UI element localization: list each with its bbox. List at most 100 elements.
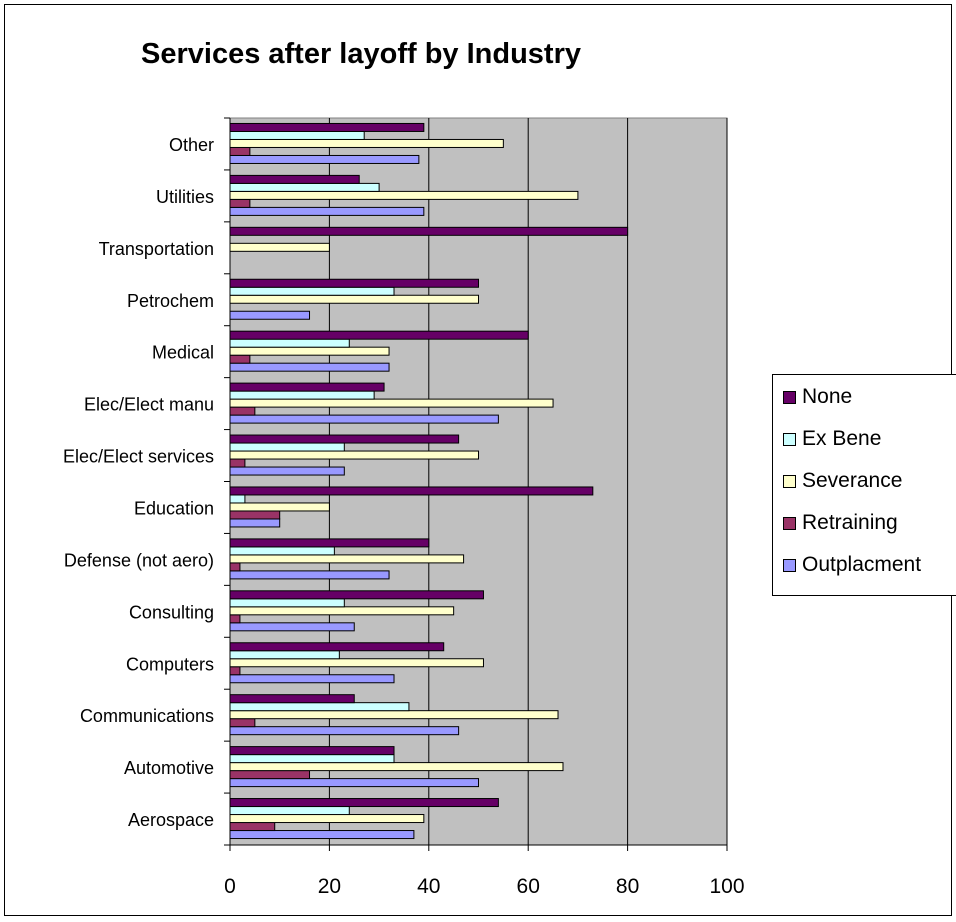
legend-label: Severance bbox=[802, 469, 903, 492]
axes bbox=[224, 117, 728, 851]
legend-swatch bbox=[783, 390, 796, 404]
category-label: Utilities bbox=[156, 187, 214, 207]
bar-outplacment bbox=[229, 206, 425, 216]
bar-retraining bbox=[229, 718, 256, 728]
bar-retraining bbox=[229, 666, 241, 676]
bar-none bbox=[229, 642, 445, 652]
bar-ex-bene bbox=[229, 494, 246, 504]
legend-item: Severance bbox=[783, 467, 902, 495]
bar-none bbox=[229, 694, 355, 704]
bar-none bbox=[229, 174, 360, 184]
bar-none bbox=[229, 330, 529, 340]
category-label: Defense (not aero) bbox=[64, 550, 214, 570]
category-label: Transportation bbox=[99, 239, 214, 259]
legend-swatch bbox=[783, 558, 796, 572]
x-tick-label: 20 bbox=[318, 875, 341, 898]
x-tick-label: 60 bbox=[517, 875, 540, 898]
category-labels: Aerospace Automotive Communications Compute… bbox=[63, 135, 214, 830]
bar-retraining bbox=[229, 562, 241, 572]
category-label: Education bbox=[134, 498, 214, 518]
bar-retraining bbox=[229, 198, 251, 208]
bar-none bbox=[229, 382, 385, 392]
bar-ex-bene bbox=[229, 130, 365, 140]
bar-ex-bene bbox=[229, 702, 410, 712]
x-tick-label: 100 bbox=[709, 875, 744, 898]
bar-ex-bene bbox=[229, 806, 350, 816]
bar-none bbox=[229, 746, 395, 756]
bar-outplacment bbox=[229, 154, 420, 164]
bar-severance bbox=[229, 710, 559, 720]
legend-label: Ex Bene bbox=[802, 427, 882, 450]
bar-retraining bbox=[229, 614, 241, 624]
legend-item: Retraining bbox=[783, 509, 898, 537]
category-label: Other bbox=[169, 135, 214, 155]
legend-label: Retraining bbox=[802, 511, 898, 534]
legend-swatch bbox=[783, 516, 796, 530]
bar-severance bbox=[229, 346, 390, 356]
bar-ex-bene bbox=[229, 182, 380, 192]
bar-outplacment bbox=[229, 570, 390, 580]
chart-title: Services after layoff by Industry bbox=[141, 38, 581, 70]
bar-severance bbox=[229, 242, 330, 252]
bar-severance bbox=[229, 606, 455, 616]
bar-none bbox=[229, 122, 425, 132]
bar-severance bbox=[229, 398, 554, 408]
plot-area bbox=[229, 117, 728, 846]
legend-label: None bbox=[802, 385, 853, 408]
bar-severance bbox=[229, 450, 479, 460]
bar-severance bbox=[229, 762, 564, 772]
bar-ex-bene bbox=[229, 598, 345, 608]
bar-retraining bbox=[229, 770, 311, 780]
bar-outplacment bbox=[229, 830, 415, 840]
bar-severance bbox=[229, 554, 465, 564]
bar-none bbox=[229, 486, 594, 496]
bar-retraining bbox=[229, 354, 251, 364]
category-label: Communications bbox=[80, 706, 214, 726]
bar-outplacment bbox=[229, 674, 395, 684]
bar-outplacment bbox=[229, 518, 281, 528]
bar-outplacment bbox=[229, 726, 460, 736]
bar-none bbox=[229, 278, 479, 288]
legend-swatch bbox=[783, 474, 796, 488]
bar-outplacment bbox=[229, 310, 311, 320]
category-label: Automotive bbox=[124, 758, 214, 778]
bar-severance bbox=[229, 814, 425, 824]
bar-ex-bene bbox=[229, 754, 395, 764]
bar-none bbox=[229, 434, 460, 444]
bar-none bbox=[229, 226, 629, 236]
x-tick-label: 0 bbox=[224, 875, 236, 898]
gridlines bbox=[328, 118, 728, 845]
bar-ex-bene bbox=[229, 286, 395, 296]
bar-outplacment bbox=[229, 622, 355, 632]
bar-none bbox=[229, 590, 484, 600]
category-label: Aerospace bbox=[128, 810, 214, 830]
bar-ex-bene bbox=[229, 390, 375, 400]
legend-item: Ex Bene bbox=[783, 425, 881, 453]
category-label: Elec/Elect services bbox=[63, 447, 214, 467]
category-label: Computers bbox=[126, 654, 214, 674]
tick-labels: 0 20 40 60 80 100 bbox=[224, 875, 744, 898]
category-label: Medical bbox=[152, 343, 214, 363]
legend-label: Outplacment bbox=[802, 553, 922, 576]
bar-severance bbox=[229, 190, 579, 200]
bar-none bbox=[229, 538, 430, 548]
bar-severance bbox=[229, 502, 330, 512]
legend-item: None bbox=[783, 383, 852, 411]
bar-retraining bbox=[229, 406, 256, 416]
bar-severance bbox=[229, 294, 479, 304]
bar-ex-bene bbox=[229, 442, 345, 452]
bar-outplacment bbox=[229, 778, 479, 788]
bar-severance bbox=[229, 138, 504, 148]
x-tick-label: 40 bbox=[417, 875, 440, 898]
bar-retraining bbox=[229, 146, 251, 156]
bar-none bbox=[229, 798, 499, 808]
bars bbox=[229, 122, 629, 840]
bar-ex-bene bbox=[229, 546, 335, 556]
legend-item: Outplacment bbox=[783, 551, 921, 579]
legend-swatch bbox=[783, 432, 796, 446]
category-label: Elec/Elect manu bbox=[84, 395, 214, 415]
bar-outplacment bbox=[229, 414, 499, 424]
bar-ex-bene bbox=[229, 338, 350, 348]
bar-outplacment bbox=[229, 466, 345, 476]
